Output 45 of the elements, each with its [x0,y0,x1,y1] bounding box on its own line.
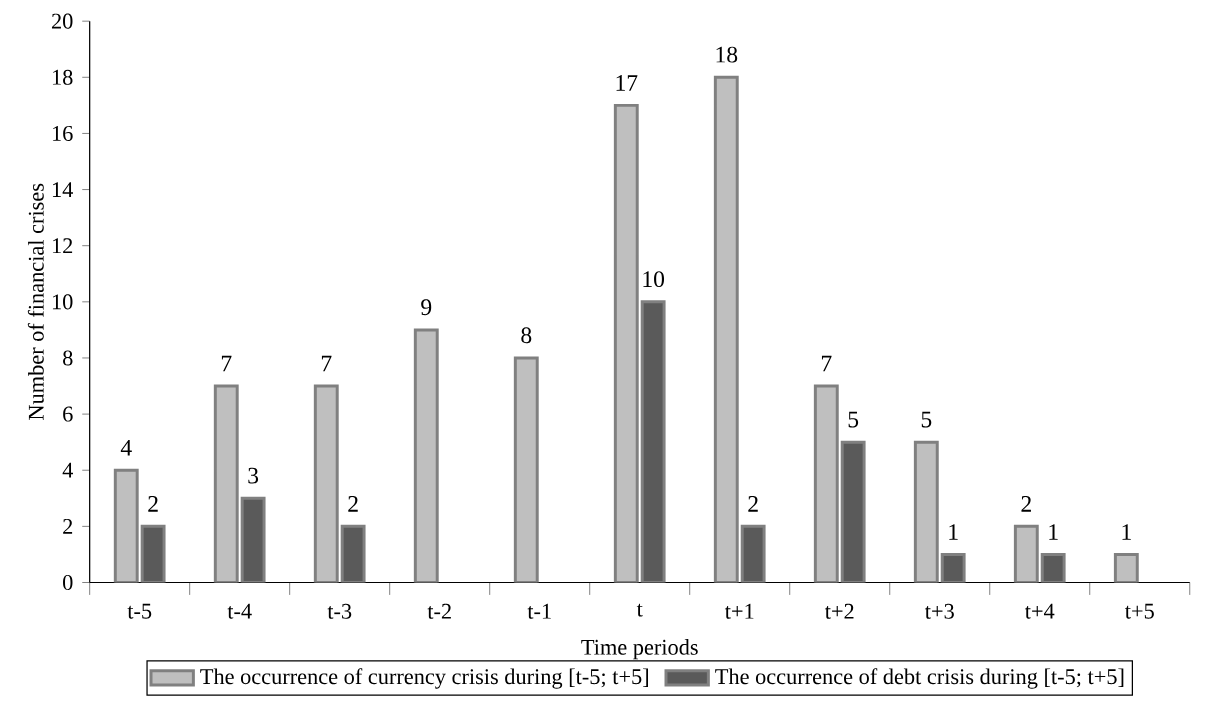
data-label: 10 [643,271,665,288]
x-tick-label: t+3 [924,603,954,619]
x-tick-label: t-4 [227,603,252,619]
data-label: 1 [949,524,958,540]
y-tick-label: 0 [63,574,73,591]
data-label: 7 [821,355,832,372]
data-label: 7 [321,355,332,372]
y-tick-label: 4 [62,462,73,478]
x-tick-label: t-2 [427,603,451,619]
x-tick-label: t+5 [1125,603,1154,619]
data-label: 7 [221,355,232,372]
data-label: 9 [421,299,432,316]
data-label: 8 [521,327,532,344]
legend-label: The occurrence of debt crisis during [t-5; t+5] [715,668,1124,689]
data-label: 1 [1049,524,1058,540]
x-tick-label: t-1 [527,603,551,619]
y-tick-label: 2 [63,518,73,534]
data-label: 2 [1021,496,1031,512]
y-tick-label: 16 [52,125,73,141]
y-axis-title: Number of financial crises [27,183,44,420]
data-label: 5 [921,411,932,428]
data-label: 4 [120,439,132,456]
legend-label: The occurrence of currency crisis during [t-5; t+5] [200,668,648,689]
data-label: 18 [716,46,738,63]
y-tick-label: 10 [52,294,73,310]
y-tick-label: 8 [63,350,73,366]
y-tick-label: 20 [51,13,73,29]
data-label: 17 [616,75,638,91]
data-label: 2 [348,496,358,512]
data-label: 5 [848,411,859,428]
y-tick-label: 6 [63,406,73,422]
data-label: 2 [748,496,758,512]
y-tick-label: 14 [52,182,73,197]
x-tick-label: t+1 [724,603,754,619]
data-label: 1 [1122,524,1131,540]
y-tick-label: 18 [52,69,73,85]
x-axis-title: Time periods [581,639,698,660]
x-tick-label: t-5 [127,603,152,619]
x-tick-label: t+4 [1024,603,1055,619]
x-tick-label: t+2 [824,603,854,619]
x-tick-label: t-3 [327,603,352,619]
y-tick-label: 12 [52,238,73,254]
data-label: 2 [148,496,158,512]
x-tick-label: t [636,603,643,617]
data-label: 3 [248,467,259,484]
